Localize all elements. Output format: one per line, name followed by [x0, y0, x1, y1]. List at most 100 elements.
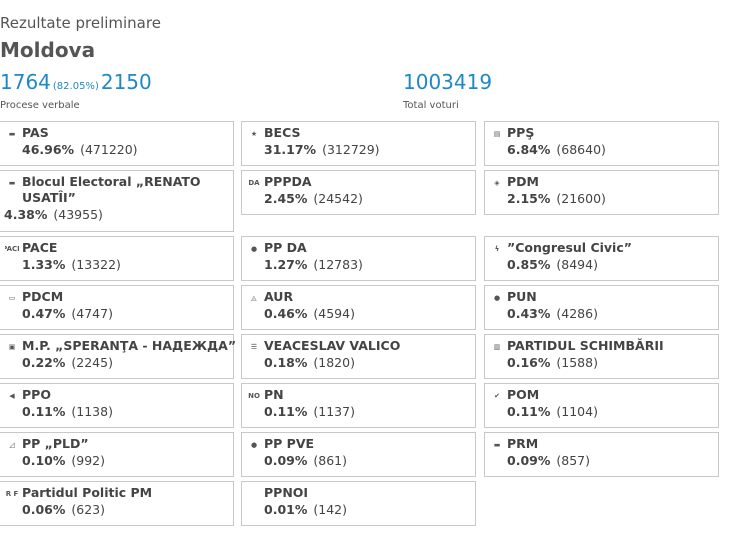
party-card: ϟ ”Congresul Civic” 0.85% (8494) [484, 236, 719, 281]
votes-stat: 1003419 [403, 70, 492, 94]
pom-logo-icon: ✔ [494, 392, 500, 400]
party-votes: (142) [313, 502, 347, 517]
party-percent: 2.45% [264, 191, 308, 206]
region-title: Moldova [0, 38, 96, 62]
party-percent: 0.09% [264, 453, 308, 468]
party-name: ”Congresul Civic” [507, 240, 632, 255]
party-votes: (4747) [71, 306, 113, 321]
party-name: PP PVE [264, 436, 315, 451]
pn-logo-icon: NO [248, 392, 260, 400]
pps-logo-icon: ▤ [493, 130, 501, 138]
party-votes: (471220) [80, 142, 138, 157]
party-name: PN [264, 387, 284, 402]
total-votes: 1003419 [403, 70, 493, 94]
party-card: PACEPACE1.33%(13322) [0, 236, 234, 281]
party-percent: 0.11% [264, 404, 308, 419]
party-percent: 6.84% [507, 142, 551, 157]
party-card: ▥ PARTIDUL SCHIMBĂRII 0.16% (1588) [484, 334, 719, 379]
aur-logo-icon: ◬ [251, 294, 257, 302]
processed-percent: (82.05%) [52, 81, 99, 92]
pld-logo-icon: ◿ [9, 441, 15, 449]
party-percent: 0.18% [264, 355, 308, 370]
party-name: Partidul Politic PM [22, 485, 153, 500]
party-card: ● PP DA 1.27% (12783) [241, 236, 476, 281]
party-card: ▬ PRM 0.09% (857) [484, 432, 719, 477]
speranta-logo-icon: ▣ [8, 343, 16, 351]
ppo-logo-icon: ◀ [9, 392, 15, 400]
party-card: ◬ AUR 0.46% (4594) [241, 285, 476, 330]
party-votes: (1820) [313, 355, 355, 370]
party-percent: 0.85% [507, 257, 551, 272]
party-name: PARTIDUL SCHIMBĂRII [507, 338, 664, 353]
party-votes: (4594) [313, 306, 355, 321]
party-card: ◀ PPO 0.11% (1138) [0, 383, 234, 428]
ppda-logo-icon: ● [250, 245, 258, 253]
party-percent: 31.17% [264, 142, 317, 157]
party-name: PPO [22, 387, 51, 402]
pun-logo-icon: ● [493, 294, 501, 302]
party-votes: (8494) [556, 257, 598, 272]
party-name: PUN [507, 289, 537, 304]
pppda-logo-icon: DA [248, 179, 260, 187]
party-card: PPNOI 0.01% (142) [241, 481, 476, 526]
party-name: PPPDA [264, 174, 312, 189]
prm-logo-icon: ▬ [493, 441, 501, 449]
party-percent: 0.10% [22, 453, 66, 468]
party-percent: 4.38% [4, 207, 48, 222]
party-votes: (4286) [556, 306, 598, 321]
party-percent: 0.46% [264, 306, 308, 321]
party-percent: 1.33% [22, 257, 66, 272]
pve-logo-icon: ● [250, 441, 258, 449]
renato-usatii-logo-icon: ▬ [8, 179, 16, 187]
votes-label: Total voturi [403, 100, 459, 111]
party-votes: (623) [71, 502, 105, 517]
pace-logo-icon: PACE [5, 245, 19, 253]
party-name: AUR [264, 289, 294, 304]
party-name: BECS [264, 125, 301, 140]
pas-logo-icon: ▬ [8, 130, 16, 138]
party-card: DA PPPDA 2.45% (24542) [241, 170, 476, 215]
party-card: ✔ POM 0.11% (1104) [484, 383, 719, 428]
party-name: POM [507, 387, 540, 402]
party-name: PACE [22, 240, 58, 255]
party-votes: (1104) [556, 404, 598, 419]
party-votes: (24542) [313, 191, 363, 206]
valico-logo-icon: ☰ [250, 343, 258, 351]
party-percent: 0.11% [507, 404, 551, 419]
party-card: ◈ PDM 2.15% (21600) [484, 170, 719, 215]
protocols-stat: 1764 (82.05%) 2150 [0, 70, 152, 94]
party-name: PP DA [264, 240, 307, 255]
party-name: PDM [507, 174, 539, 189]
congresul-civic-logo-icon: ϟ [494, 245, 500, 253]
total-protocols: 2150 [100, 70, 152, 94]
party-percent: 1.27% [264, 257, 308, 272]
party-votes: (2245) [71, 355, 113, 370]
party-percent: 0.11% [22, 404, 66, 419]
party-card: ▤ PPŞ 6.84% (68640) [484, 121, 719, 166]
party-name: PP „PLD” [22, 436, 89, 451]
party-votes: (13322) [71, 257, 121, 272]
party-votes: (12783) [313, 257, 363, 272]
party-name: PPNOI [264, 485, 309, 500]
party-percent: 0.43% [507, 306, 551, 321]
party-votes: (1137) [313, 404, 355, 419]
party-votes: (1138) [71, 404, 113, 419]
party-card: ▭ PDCM 0.47% (4747) [0, 285, 234, 330]
party-name: PRM [507, 436, 539, 451]
party-votes: (1588) [556, 355, 598, 370]
party-percent: 0.16% [507, 355, 551, 370]
party-card: ▬ PAS 46.96% (471220) [0, 121, 234, 166]
party-percent: 46.96% [22, 142, 75, 157]
pm-logo-icon: R F [5, 490, 19, 498]
party-percent: 0.06% [22, 502, 66, 517]
party-card: R F Partidul Politic PM 0.06% (623) [0, 481, 234, 526]
party-votes: (68640) [556, 142, 606, 157]
party-name: PAS [22, 125, 49, 140]
party-percent: 0.09% [507, 453, 551, 468]
party-votes: (312729) [322, 142, 380, 157]
party-card: ★ BECS 31.17% (312729) [241, 121, 476, 166]
party-name: PPŞ [507, 125, 535, 140]
party-percent: 0.47% [22, 306, 66, 321]
party-card: ● PP PVE 0.09% (861) [241, 432, 476, 477]
party-name: PDCM [22, 289, 64, 304]
